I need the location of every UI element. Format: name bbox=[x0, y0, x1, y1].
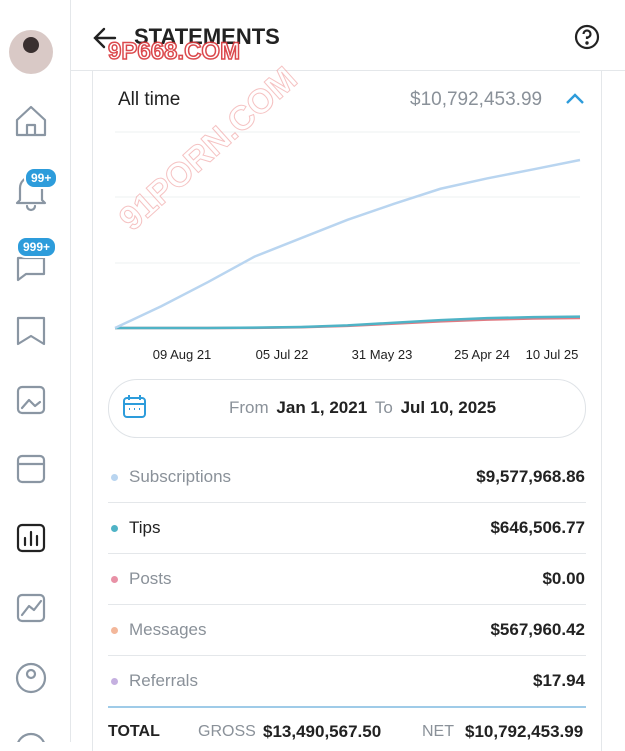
more-icon[interactable] bbox=[17, 732, 45, 742]
media-icon[interactable] bbox=[16, 385, 46, 415]
row-amount: $567,960.42 bbox=[490, 620, 585, 639]
header-border bbox=[71, 70, 625, 71]
legend-dot bbox=[111, 525, 118, 532]
row-amount: $0.00 bbox=[542, 569, 585, 588]
gross-amount: $13,490,567.50 bbox=[263, 722, 382, 741]
row-label: Posts bbox=[129, 569, 172, 588]
messages-icon[interactable] bbox=[16, 256, 46, 282]
gross-label: GROSS bbox=[198, 723, 256, 740]
sidebar-icons bbox=[9, 30, 53, 742]
total-divider bbox=[108, 706, 586, 708]
profile-icon[interactable] bbox=[15, 662, 47, 694]
legend-dot bbox=[111, 627, 118, 634]
period-amount: $10,792,453.99 bbox=[410, 89, 543, 110]
stats-icon[interactable] bbox=[16, 593, 46, 623]
row-amount: $646,506.77 bbox=[490, 518, 585, 537]
x-tick-label: 05 Jul 22 bbox=[256, 347, 309, 362]
row-label: Subscriptions bbox=[129, 467, 232, 486]
net-label: NET bbox=[422, 723, 454, 740]
total-label: TOTAL bbox=[108, 723, 160, 740]
row-label: Messages bbox=[129, 620, 207, 639]
notification-badge: 99+ bbox=[24, 167, 59, 189]
legend-dot bbox=[111, 576, 118, 583]
legend-dot bbox=[111, 678, 118, 685]
message-badge: 999+ bbox=[16, 236, 58, 258]
collapse-button[interactable] bbox=[564, 90, 586, 106]
row-divider bbox=[108, 502, 586, 503]
from-date: Jan 1, 2021 bbox=[276, 398, 368, 417]
series-line bbox=[115, 315, 581, 330]
to-label: To bbox=[374, 398, 393, 417]
statements-icon[interactable] bbox=[16, 523, 46, 553]
statement-card bbox=[92, 71, 602, 751]
sidebar-border bbox=[70, 0, 71, 742]
x-tick-label: 09 Aug 21 bbox=[153, 347, 212, 362]
legend-dot bbox=[111, 474, 118, 481]
row-label: Referrals bbox=[129, 671, 198, 690]
to-date: Jul 10, 2025 bbox=[400, 398, 497, 417]
from-label: From bbox=[229, 398, 269, 417]
row-amount: $9,577,968.86 bbox=[476, 467, 585, 486]
earnings-chart: 09 Aug 21 05 Jul 22 31 May 23 25 Apr 24 10 J… bbox=[114, 131, 581, 362]
page-title: STATEMENTS bbox=[134, 24, 280, 49]
net-amount: $10,792,453.99 bbox=[465, 722, 584, 741]
calendar-icon[interactable] bbox=[16, 454, 46, 484]
row-divider bbox=[108, 604, 586, 605]
x-tick-label: 10 Jul 25 bbox=[526, 347, 579, 362]
back-button[interactable] bbox=[92, 26, 118, 50]
row-divider bbox=[108, 553, 586, 554]
series-line bbox=[114, 158, 581, 330]
calendar-button[interactable] bbox=[122, 394, 148, 420]
date-range: From Jan 1, 2021 To Jul 10, 2025 bbox=[229, 398, 496, 418]
help-button[interactable] bbox=[574, 24, 600, 50]
x-tick-label: 25 Apr 24 bbox=[454, 347, 510, 362]
watermark: 9P668.COM bbox=[107, 37, 241, 66]
home-icon[interactable] bbox=[15, 105, 47, 137]
row-amount: $17.94 bbox=[533, 671, 585, 690]
x-tick-label: 31 May 23 bbox=[352, 347, 413, 362]
bookmarks-icon[interactable] bbox=[16, 316, 46, 346]
period-label: All time bbox=[118, 89, 181, 110]
row-divider bbox=[108, 655, 586, 656]
date-range-picker[interactable] bbox=[108, 379, 586, 438]
row-label: Tips bbox=[129, 518, 161, 537]
